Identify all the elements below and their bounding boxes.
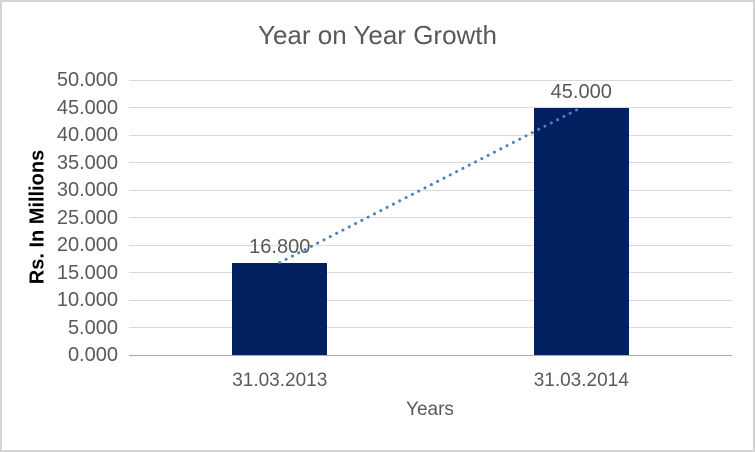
- bar-31.03.2014: [533, 107, 629, 355]
- y-tick-label: 35.000: [56, 151, 118, 174]
- x-axis-title: Years: [406, 399, 454, 420]
- chart-title: Year on Year Growth: [258, 20, 497, 50]
- y-tick-label: 40.000: [56, 124, 118, 146]
- x-tick-label: 31.03.2014: [533, 370, 629, 391]
- y-tick-label: 45.000: [56, 96, 118, 119]
- x-tick-label: 31.03.2013: [232, 370, 328, 391]
- x-axis-line: [129, 354, 732, 356]
- gridline: [129, 327, 732, 328]
- gridline: [129, 244, 732, 246]
- y-tick-label: 30.000: [56, 179, 118, 201]
- gridline: [129, 79, 732, 81]
- gridline: [129, 162, 732, 163]
- y-tick-label: 25.000: [56, 206, 118, 229]
- y-tick-label: 0.000: [67, 344, 118, 366]
- y-tick-label: 10.000: [56, 289, 118, 311]
- gridline: [129, 272, 732, 273]
- data-label: 16.800: [249, 235, 311, 258]
- y-tick-label: 20.000: [56, 234, 118, 256]
- data-label: 45.000: [550, 80, 612, 103]
- gridline: [129, 299, 732, 301]
- gridline: [129, 189, 732, 191]
- gridline: [129, 217, 732, 218]
- gridline: [129, 134, 732, 136]
- trendline: [278, 106, 583, 265]
- y-tick-label: 50.000: [56, 69, 118, 91]
- gridline: [129, 107, 732, 108]
- y-tick-label: 15.000: [56, 261, 118, 284]
- bar-31.03.2013: [232, 262, 328, 355]
- y-tick-label: 5.000: [67, 316, 118, 339]
